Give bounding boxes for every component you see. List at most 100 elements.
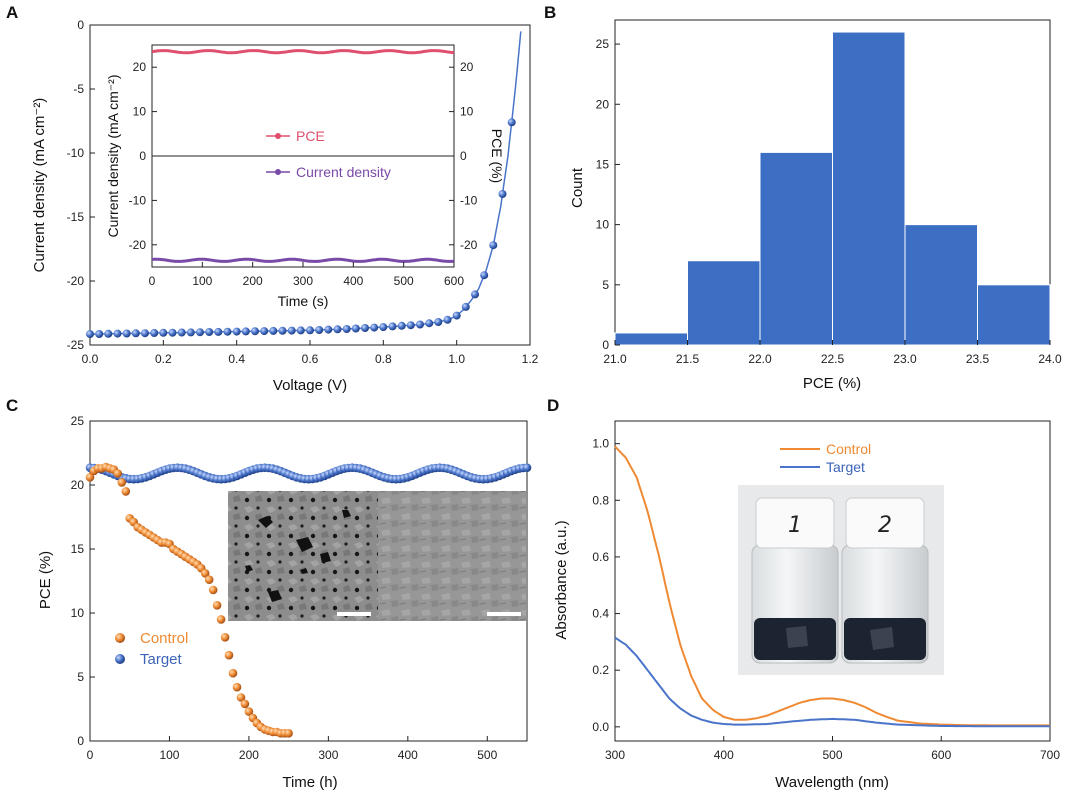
panel-d-xlabel: Wavelength (nm) xyxy=(775,774,889,791)
panel-d-ylabel: Absorbance (a.u.) xyxy=(553,520,570,639)
panel-a-inset-ytick-label: -10 xyxy=(129,193,147,207)
control-point xyxy=(212,601,222,610)
panel-a-xtick-label: 0.8 xyxy=(375,352,392,366)
histogram-bar xyxy=(832,31,906,346)
panel-c-xtick-label: 300 xyxy=(318,748,338,762)
panel-d-ytick-label: 0.0 xyxy=(592,720,609,734)
panel-a: 0.0 0.2 0.4 0.6 0.8 1.0 1.2 0 -5 -10 -15 -20 -25 Vol… xyxy=(31,18,539,394)
vial-photo-icon: 1 2 xyxy=(738,485,944,675)
vial-1-icon: 1 xyxy=(751,497,839,664)
panel-c-stability-points xyxy=(85,462,532,738)
target-point xyxy=(522,463,532,473)
panel-a-jv-curve xyxy=(86,31,522,339)
panel-c-ytick-label: 20 xyxy=(71,478,85,492)
panel-d-legend: Control Target xyxy=(780,441,871,475)
panel-a-xtick-label: 0.2 xyxy=(155,352,172,366)
jv-point xyxy=(287,326,296,335)
legend-target: Target xyxy=(140,651,183,668)
histogram-bar xyxy=(904,224,978,346)
panel-c-ticks: 0 100 200 300 400 500 0 5 10 15 20 25 xyxy=(71,414,498,762)
panel-label-c: C xyxy=(6,396,18,415)
control-point xyxy=(200,569,210,578)
panel-b-xtick-label: 23.0 xyxy=(893,352,917,366)
panel-b-xtick-label: 24.0 xyxy=(1038,352,1062,366)
panel-a-ytick-label: -25 xyxy=(67,338,85,352)
jv-point xyxy=(443,315,452,324)
panel-d-xtick-label: 600 xyxy=(931,748,951,762)
panel-b-xtick-label: 22.5 xyxy=(821,352,845,366)
jv-point xyxy=(186,328,195,337)
jv-point xyxy=(196,328,204,337)
control-point xyxy=(236,693,246,702)
panel-b-xtick-label: 23.5 xyxy=(966,352,990,366)
jv-point xyxy=(489,241,498,250)
panel-d-ytick-label: 0.2 xyxy=(592,663,609,677)
jv-point xyxy=(113,329,122,338)
panel-d-ytick-label: 0.4 xyxy=(592,607,609,621)
jv-point xyxy=(131,329,140,338)
panel-b-xtick-label: 21.0 xyxy=(603,352,627,366)
control-point xyxy=(216,615,226,624)
jv-point xyxy=(95,330,104,338)
panel-c-xtick-label: 400 xyxy=(398,748,418,762)
panel-a-inset: 0 100 200 300 400 500 60020100-10-2020100-10-2… xyxy=(105,44,505,309)
control-point xyxy=(228,668,238,678)
control-point xyxy=(232,682,242,692)
jv-point xyxy=(324,325,333,334)
jv-point xyxy=(177,328,186,337)
jv-point xyxy=(370,323,379,332)
vial-2-icon: 2 xyxy=(841,497,929,664)
panel-a-xtick-label: 0.6 xyxy=(302,352,319,366)
panel-b-xlabel: PCE (%) xyxy=(803,375,861,392)
panel-c: 0 100 200 300 400 500 0 5 10 15 20 25 Time (h) PCE … xyxy=(37,414,532,791)
legend-pce: PCE xyxy=(296,128,325,144)
panel-a-inset-right-ytick-label: 10 xyxy=(460,105,474,119)
jv-point xyxy=(251,327,259,336)
panel-a-ylabel: Current density (mA cm⁻²) xyxy=(31,98,48,273)
panel-a-inset-ytick-label: 0 xyxy=(139,149,146,163)
jv-point xyxy=(416,320,424,329)
panel-a-inset-ticks: 0 100 200 300 400 500 60020100-10-2020100-10-2… xyxy=(129,60,478,288)
jv-point xyxy=(122,329,131,338)
panel-c-xtick-label: 100 xyxy=(159,748,179,762)
panel-d-ytick-label: 0.6 xyxy=(592,550,609,564)
panel-c-ytick-label: 5 xyxy=(77,670,84,684)
vial-1-label: 1 xyxy=(788,513,802,538)
panel-d-xtick-label: 700 xyxy=(1040,748,1060,762)
jv-point xyxy=(480,271,489,280)
jv-point xyxy=(150,329,159,337)
histogram-bar xyxy=(614,332,688,346)
panel-c-xtick-label: 0 xyxy=(87,748,94,762)
panel-c-xtick-label: 200 xyxy=(239,748,259,762)
jv-point xyxy=(379,323,388,332)
panel-d-ticks: 300 400 500 600 700 0.0 0.2 0.4 0.6 0.8 1.0 xyxy=(592,437,1060,762)
control-point xyxy=(244,707,254,716)
panel-c-xtick-label: 500 xyxy=(477,748,497,762)
control-point xyxy=(220,633,230,642)
jv-point xyxy=(168,328,177,337)
panel-a-inset-ylabel: Current density (mA cm⁻²) xyxy=(105,75,121,238)
jv-point xyxy=(452,311,461,320)
panel-c-ytick-label: 15 xyxy=(71,542,85,556)
panel-a-inset-ytick-label: 20 xyxy=(133,60,147,74)
panel-a-inset-legend: PCE Current density xyxy=(266,128,391,180)
vial-2-label: 2 xyxy=(878,513,892,538)
panel-d-ytick-label: 0.8 xyxy=(592,493,609,507)
jv-point xyxy=(241,327,250,336)
histogram-bar xyxy=(759,151,833,346)
control-point xyxy=(208,585,218,595)
inset-series-line xyxy=(151,257,455,263)
panel-d-ytick-label: 1.0 xyxy=(592,437,609,451)
panel-a-inset-right-ytick-label: -20 xyxy=(460,238,478,252)
legend-control-d: Control xyxy=(826,441,871,457)
histogram-bar xyxy=(977,284,1051,346)
panel-a-xtick-label: 1.0 xyxy=(448,352,465,366)
jv-point xyxy=(159,328,168,337)
panel-a-inset-right-ytick-label: -10 xyxy=(460,193,478,207)
histogram-bar xyxy=(687,260,761,346)
panel-a-ytick-label: 0 xyxy=(77,18,84,32)
jv-point xyxy=(351,324,360,333)
control-point xyxy=(117,478,127,487)
panel-label-d: D xyxy=(547,396,559,415)
